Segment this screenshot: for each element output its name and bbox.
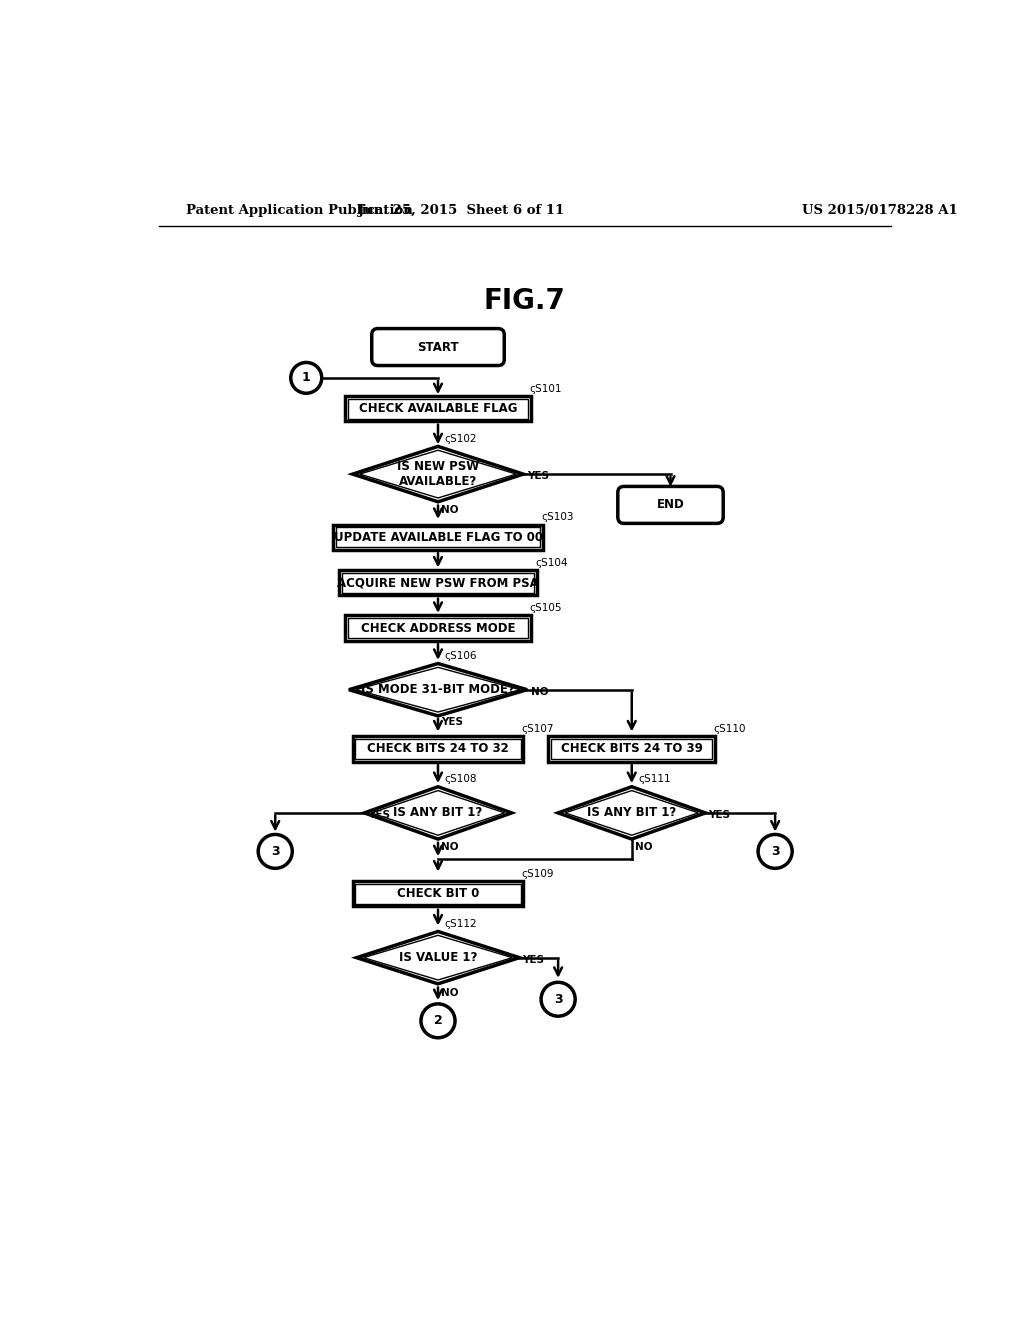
Circle shape [421,1005,455,1038]
FancyBboxPatch shape [549,737,715,762]
Polygon shape [349,664,527,715]
Text: US 2015/0178228 A1: US 2015/0178228 A1 [802,205,958,218]
FancyBboxPatch shape [352,880,523,907]
FancyBboxPatch shape [355,739,520,759]
Text: ςS107: ςS107 [521,723,554,734]
Text: NO: NO [441,506,459,515]
Text: NO: NO [531,686,549,697]
Circle shape [258,834,292,869]
Text: YES: YES [708,810,730,820]
Text: CHECK BITS 24 TO 32: CHECK BITS 24 TO 32 [368,742,509,755]
Text: YES: YES [527,471,549,480]
Text: ACQUIRE NEW PSW FROM PSA: ACQUIRE NEW PSW FROM PSA [337,576,539,589]
Text: IS NEW PSW
AVAILABLE?: IS NEW PSW AVAILABLE? [397,461,479,488]
Text: YES: YES [441,718,463,727]
Circle shape [758,834,793,869]
Text: 1: 1 [302,371,310,384]
Text: ςS106: ςS106 [444,651,477,661]
FancyBboxPatch shape [348,618,528,638]
Text: ςS103: ςS103 [541,512,573,523]
FancyBboxPatch shape [336,527,540,548]
Text: START: START [417,341,459,354]
Text: 2: 2 [433,1014,442,1027]
Circle shape [291,363,322,393]
Text: FIG.7: FIG.7 [484,286,565,315]
Text: YES: YES [369,810,390,820]
Text: CHECK AVAILABLE FLAG: CHECK AVAILABLE FLAG [358,403,517,416]
Text: ςS102: ςS102 [444,434,477,444]
Text: 3: 3 [771,845,779,858]
Text: CHECK ADDRESS MODE: CHECK ADDRESS MODE [360,622,515,635]
FancyBboxPatch shape [339,570,537,595]
Text: IS VALUE 1?: IS VALUE 1? [398,952,477,964]
FancyBboxPatch shape [345,396,531,421]
Text: NO: NO [441,842,459,853]
FancyBboxPatch shape [355,884,520,904]
Text: ςS112: ςS112 [444,919,477,929]
Text: ςS104: ςS104 [536,557,567,568]
Text: ςS111: ςS111 [638,775,671,784]
Text: ςS109: ςS109 [521,869,554,879]
Text: UPDATE AVAILABLE FLAG TO 00: UPDATE AVAILABLE FLAG TO 00 [334,531,543,544]
FancyBboxPatch shape [342,573,535,593]
Polygon shape [356,668,520,711]
Text: ςS105: ςS105 [529,603,562,612]
FancyBboxPatch shape [334,524,543,550]
Polygon shape [365,787,512,840]
FancyBboxPatch shape [551,739,713,759]
Text: CHECK BIT 0: CHECK BIT 0 [397,887,479,900]
Text: YES: YES [521,954,544,965]
Polygon shape [359,450,516,498]
Text: Jun. 25, 2015  Sheet 6 of 11: Jun. 25, 2015 Sheet 6 of 11 [358,205,564,218]
Polygon shape [356,932,519,983]
Text: Patent Application Publication: Patent Application Publication [186,205,413,218]
FancyBboxPatch shape [348,399,528,418]
Polygon shape [364,936,512,979]
FancyBboxPatch shape [352,737,523,762]
Polygon shape [352,446,523,502]
Text: NO: NO [635,842,652,853]
Polygon shape [565,791,698,836]
Text: IS MODE 31-BIT MODE?: IS MODE 31-BIT MODE? [361,684,515,696]
Text: 3: 3 [271,845,280,858]
FancyBboxPatch shape [372,329,504,366]
Text: 3: 3 [554,993,562,1006]
Circle shape [541,982,575,1016]
FancyBboxPatch shape [617,487,723,524]
Text: CHECK BITS 24 TO 39: CHECK BITS 24 TO 39 [561,742,702,755]
Text: IS ANY BIT 1?: IS ANY BIT 1? [393,807,482,820]
Text: NO: NO [441,987,459,998]
Polygon shape [558,787,706,840]
Polygon shape [372,791,505,836]
Text: ςS110: ςS110 [714,723,746,734]
Text: ςS101: ςS101 [529,384,562,393]
Text: ςS108: ςS108 [444,775,477,784]
FancyBboxPatch shape [345,615,531,640]
Text: IS ANY BIT 1?: IS ANY BIT 1? [587,807,677,820]
Text: END: END [656,499,684,511]
